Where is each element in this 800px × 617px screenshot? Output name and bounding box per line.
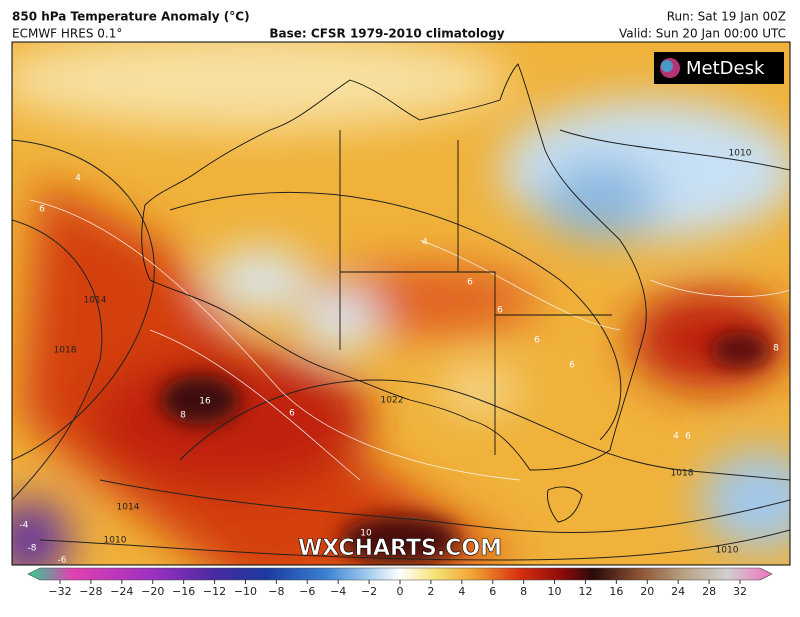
anomaly-label: 4 xyxy=(75,174,81,184)
colorbar-label: 28 xyxy=(702,585,716,598)
colorbar-label: 12 xyxy=(578,585,592,598)
anomaly-label: 4 xyxy=(422,238,428,248)
anomaly-label: 10 xyxy=(360,529,372,539)
colorbar-label: −12 xyxy=(203,585,226,598)
isobars xyxy=(12,129,790,561)
logo: MetDesk xyxy=(686,58,765,79)
anomaly-label: 6 xyxy=(39,205,45,215)
anomaly-label: 6 xyxy=(289,409,295,419)
title: 850 hPa Temperature Anomaly (°C) xyxy=(12,10,250,24)
isobar-label: 1014 xyxy=(117,503,140,513)
isobar-label: 1010 xyxy=(716,546,739,556)
anomaly-label: 8 xyxy=(773,344,779,354)
anomaly-label: 6 xyxy=(685,432,691,442)
colorbar-label: 10 xyxy=(548,585,562,598)
isobar-label: 1018 xyxy=(671,469,694,479)
anomaly-label: -6 xyxy=(58,556,67,566)
colorbar-label: 0 xyxy=(397,585,404,598)
anomaly-label: -8 xyxy=(28,544,37,554)
colorbar-label: −6 xyxy=(299,585,315,598)
isobar-label: 1010 xyxy=(729,149,752,159)
isobar-label: 1022 xyxy=(381,396,404,406)
colorbar-label: −4 xyxy=(330,585,346,598)
colorbar-label: −20 xyxy=(141,585,164,598)
colorbar-label: −8 xyxy=(268,585,284,598)
watermark: WXCHARTS.COM xyxy=(298,536,502,561)
valid: Valid: Sun 20 Jan 00:00 UTC xyxy=(619,27,786,41)
isobar-label: 1018 xyxy=(54,346,77,356)
colorbar-label: 2 xyxy=(427,585,434,598)
colorbar-label: −32 xyxy=(48,585,71,598)
anomaly-label: 6 xyxy=(534,336,540,346)
base: Base: CFSR 1979-2010 climatology xyxy=(269,27,504,41)
colorbar-label: 6 xyxy=(489,585,496,598)
colorbar-label: −2 xyxy=(361,585,377,598)
anomaly-label: 6 xyxy=(467,278,473,288)
colorbar-label: 24 xyxy=(671,585,685,598)
colorbar-label: −10 xyxy=(234,585,257,598)
colorbar xyxy=(27,567,773,581)
anomaly-label: 4 xyxy=(673,432,679,442)
colorbar-label: 8 xyxy=(520,585,527,598)
colorbar-label: −24 xyxy=(110,585,133,598)
model: ECMWF HRES 0.1° xyxy=(12,27,122,41)
coastline xyxy=(141,63,647,523)
colorbar-label: −16 xyxy=(172,585,195,598)
anomaly-label: 6 xyxy=(497,306,503,316)
anomaly-label: -4 xyxy=(20,521,29,531)
colorbar-label: 4 xyxy=(458,585,465,598)
map: MetDesk WXCHARTS.COM 1010101410181022101… xyxy=(12,42,790,566)
anomaly-label: 6 xyxy=(569,361,575,371)
colorbar-label: 16 xyxy=(609,585,623,598)
colorbar-label: 20 xyxy=(640,585,654,598)
isobar-label: 1010 xyxy=(104,536,127,546)
colorbar-label: 32 xyxy=(733,585,747,598)
colorbar-label: −28 xyxy=(79,585,102,598)
run: Run: Sat 19 Jan 00Z xyxy=(667,10,786,24)
anomaly-label: 16 xyxy=(199,397,211,407)
isobar-label: 1014 xyxy=(84,296,107,306)
anomaly-label: 8 xyxy=(180,411,186,421)
